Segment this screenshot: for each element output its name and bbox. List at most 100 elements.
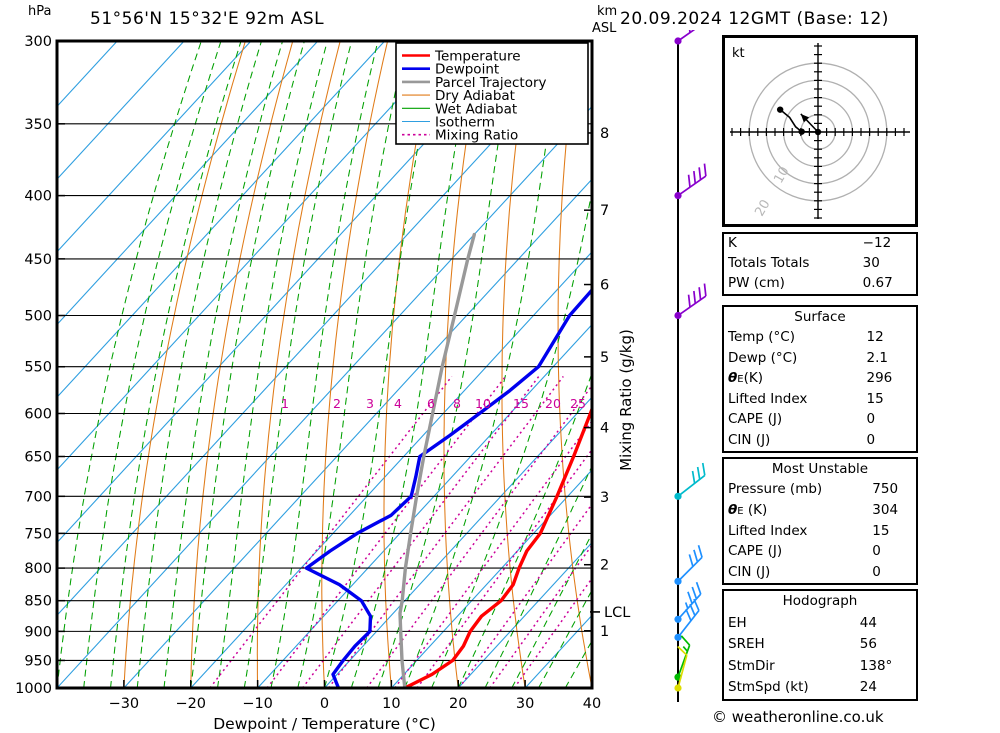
wet-adiabat-line	[163, 41, 284, 688]
pressure-tick-label: 1000	[15, 681, 52, 697]
copyright-label: © weatheronline.co.uk	[712, 708, 884, 726]
height-tick-label: 4	[600, 421, 609, 437]
table-row: Surface	[724, 307, 916, 328]
hodograph-ring-label: 10	[771, 164, 792, 186]
index-label: EH	[728, 614, 747, 631]
mixing-ratio-label: 20	[545, 396, 561, 411]
table-row: StmSpd (kt) 24	[724, 677, 916, 699]
indices-surface-table: Surface Temp (°C) 12 Dewp (°C) 2.1 θE(K)…	[724, 307, 916, 451]
index-value: 44	[859, 614, 877, 631]
index-label: StmDir	[728, 657, 775, 674]
x-axis-title: Dewpoint / Temperature (°C)	[213, 715, 436, 733]
pressure-tick-label: 600	[24, 406, 52, 422]
index-value: 0	[872, 543, 881, 560]
indices-surface: Surface Temp (°C) 12 Dewp (°C) 2.1 θE(K)…	[722, 305, 918, 453]
wind-barb	[674, 598, 700, 641]
hodograph-plot[interactable]: 102040kt	[722, 35, 918, 227]
mixing-ratio-line	[301, 375, 540, 688]
mixing-ratio-label: 25	[570, 396, 586, 411]
lcl-label: LCL	[604, 605, 630, 621]
skewt-diagram[interactable]: 1 2 3 4 6 8 10 15 20 2530035040045050055060065070…	[0, 0, 640, 733]
wet-adiabat-line	[377, 41, 516, 688]
wind-barb	[674, 462, 706, 500]
isotherm-line	[57, 41, 386, 399]
legend-label: Dewpoint	[435, 62, 499, 78]
hodograph-point	[798, 128, 805, 135]
wind-barb-column	[674, 30, 707, 702]
index-value: 15	[866, 390, 884, 407]
dry-adiabat-line	[256, 41, 341, 688]
table-row: StmDir 138°	[724, 656, 916, 678]
index-value: 0.67	[862, 275, 893, 292]
wet-adiabat-line	[243, 41, 353, 688]
temperature-tick-label: 0	[320, 696, 329, 712]
mixing-ratio-axis-title: Mixing Ratio (g/kg)	[617, 329, 635, 471]
indices-hodograph: Hodograph EH 44 SREH 56 StmDir 138° StmS…	[722, 589, 918, 701]
hodograph-trace[interactable]	[779, 108, 819, 133]
wind-barb	[674, 645, 688, 692]
table-row: PW (cm) 0.67	[724, 274, 916, 294]
table-row: CIN (J) 0	[724, 430, 916, 451]
mixing-ratio-label: 10	[475, 396, 491, 411]
height-tick-label: 7	[600, 203, 609, 219]
index-label: CAPE (J)	[728, 543, 783, 560]
table-row: Hodograph	[724, 591, 916, 613]
pressure-tick-label: 450	[24, 252, 52, 268]
temperature-tick-label: 10	[382, 696, 400, 712]
index-label: Lifted Index	[728, 522, 808, 539]
temperature-axis: −30 −20 −10 0 10 20 30 40	[109, 680, 601, 712]
dry-adiabat-line	[557, 41, 592, 688]
index-value: 304	[872, 501, 899, 518]
indices-block1: K −12 Totals Totals 30 PW (cm) 0.67	[722, 232, 918, 296]
index-value: 2.1	[866, 349, 888, 366]
temperature-tick-label: 20	[449, 696, 467, 712]
pressure-unit-label: hPa	[28, 4, 52, 19]
legend-label: Wet Adiabat	[435, 101, 517, 117]
profile-temperature[interactable]	[403, 41, 640, 688]
index-label: Temp (°C)	[728, 329, 795, 346]
table-row: CIN (J) 0	[724, 562, 916, 583]
temperature-tick-label: 30	[516, 696, 534, 712]
hodograph-unit-label: kt	[732, 46, 745, 61]
isotherm-line	[123, 178, 592, 688]
wet-adiabat-line	[297, 41, 408, 688]
profile-parcel-trajectory[interactable]	[398, 232, 476, 689]
temperature-tick-label: −20	[175, 696, 206, 712]
dry-adiabat-line	[383, 41, 436, 688]
isotherm-line	[57, 41, 252, 253]
table-row: K −12	[724, 234, 916, 254]
mixing-ratio-label: 1	[281, 396, 289, 411]
index-value: 0	[866, 411, 876, 428]
height-tick-label: 5	[600, 350, 609, 366]
table-row: θE(K) 296	[724, 369, 916, 390]
pressure-tick-label: 500	[24, 309, 52, 325]
indices-hodograph-table: Hodograph EH 44 SREH 56 StmDir 138° StmS…	[724, 591, 916, 699]
grid-lines	[57, 41, 592, 688]
legend-label: Temperature	[434, 49, 521, 65]
wet-adiabat-line	[190, 41, 305, 688]
pressure-tick-label: 300	[24, 34, 52, 50]
pressure-tick-label: 750	[24, 526, 52, 542]
wet-adiabat-line	[216, 41, 328, 688]
temperature-tick-label: −10	[242, 696, 273, 712]
indices-most-unstable: Most Unstable Pressure (mb) 750 θE (K) 3…	[722, 457, 918, 585]
index-value: 30	[862, 255, 880, 272]
height-axis: 1 2 3 4 5 6 7 8 LCL	[584, 126, 630, 640]
index-value: −12	[862, 235, 892, 252]
pressure-axis: 300 350 400 450 500 550 600 650 700 750 800 850 900 9…	[15, 34, 65, 697]
wet-adiabat-line	[270, 41, 379, 688]
index-value: 12	[866, 329, 884, 346]
wet-adiabat-line	[404, 41, 563, 688]
mixing-ratio-label: 6	[427, 396, 435, 411]
index-label: CIN (J)	[728, 563, 771, 580]
mixing-ratio-line	[209, 375, 453, 688]
profile-dewpoint[interactable]	[304, 41, 640, 688]
index-label: Lifted Index	[728, 390, 808, 407]
hodograph-point	[776, 106, 784, 113]
index-label-theta-e: θE(K)	[728, 370, 763, 387]
mixing-ratio-labels: 1 2 3 4 6 8 10 15 20 25	[281, 396, 586, 411]
mixing-ratio-line	[513, 577, 592, 688]
index-label: SREH	[728, 636, 765, 653]
legend-label: Parcel Trajectory	[435, 75, 547, 91]
